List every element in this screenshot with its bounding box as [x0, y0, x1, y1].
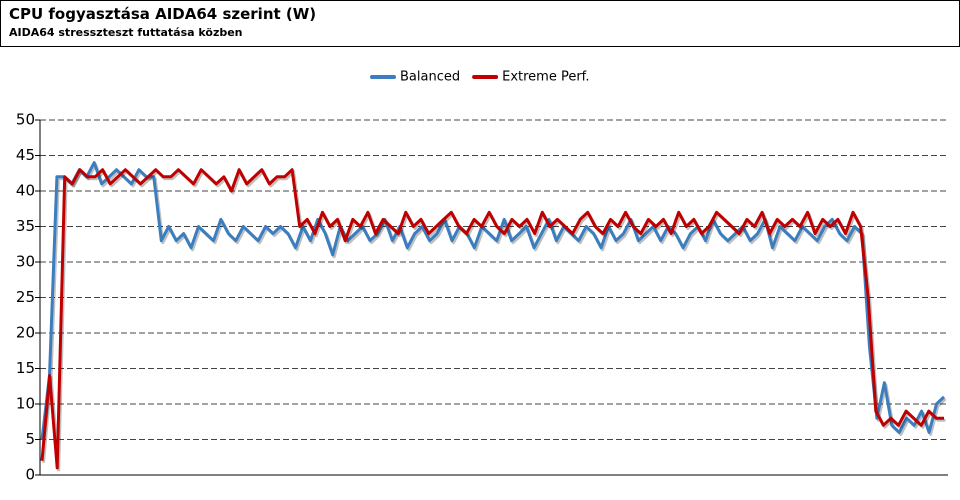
legend-label: Extreme Perf.: [502, 70, 589, 85]
y-tick-label: 35: [16, 217, 35, 235]
series-shadow: [42, 163, 947, 442]
y-tick-label: 30: [16, 253, 35, 271]
y-tick-label: 10: [16, 395, 35, 413]
y-tick-label: 20: [16, 324, 35, 342]
chart-subtitle: AIDA64 stresszteszt futtatása közben: [9, 26, 243, 39]
header: CPU fogyasztása AIDA64 szerint (W) AIDA6…: [0, 0, 960, 47]
legend-label: Balanced: [400, 70, 460, 85]
series-line: [40, 168, 944, 470]
y-tick-label: 25: [16, 288, 35, 306]
y-tick-label: 5: [25, 430, 35, 448]
y-tick-label: 45: [16, 146, 35, 164]
y-tick-label: 0: [25, 466, 35, 484]
y-tick-label: 50: [16, 111, 35, 129]
chart-title: CPU fogyasztása AIDA64 szerint (W): [9, 5, 317, 23]
y-tick-label: 40: [16, 182, 35, 200]
y-tick-label: 15: [16, 359, 35, 377]
series-line: [40, 161, 946, 440]
